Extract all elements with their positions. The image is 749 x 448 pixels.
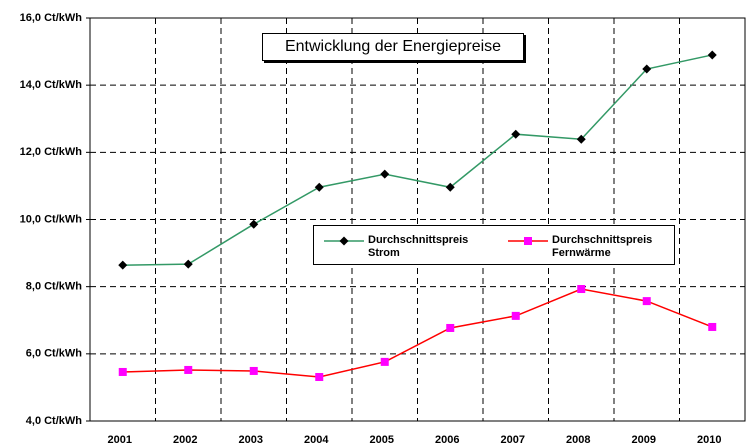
legend-entry: Durchschnittspreis Fernwärme [506,234,672,260]
x-tick-label: 2001 [108,434,132,446]
marker [184,365,193,374]
y-tick-label: 8,0 Ct/kWh [26,281,83,293]
marker [183,259,193,269]
series-line [122,288,713,378]
y-tick-label: 12,0 Ct/kWh [20,146,83,158]
x-tick-label: 2009 [632,434,656,446]
y-tick-label: 16,0 Ct/kWh [20,12,83,24]
y-tick-label: 14,0 Ct/kWh [20,79,83,91]
marker [445,182,455,192]
x-tick-label: 2006 [435,434,459,446]
marker [524,237,532,245]
marker [446,323,455,332]
marker [380,169,390,179]
marker [249,219,259,229]
y-tick-label: 6,0 Ct/kWh [26,348,83,360]
marker [511,129,521,139]
marker [576,134,586,144]
chart-title: Entwicklung der Energiepreise [262,33,524,61]
y-tick-label: 4,0 Ct/kWh [26,415,83,427]
legend-symbol [324,236,364,246]
marker [642,64,652,74]
marker [118,367,127,376]
legend: Durchschnittspreis Strom Durchschnittspre… [313,225,675,265]
marker [708,322,717,331]
marker [707,50,717,60]
marker [577,285,586,294]
legend-label: Durchschnittspreis Strom [368,234,469,259]
legend-label: Durchschnittspreis Fernwärme [552,234,653,259]
x-tick-label: 2008 [566,434,590,446]
legend-symbol [508,237,548,245]
marker [315,373,324,382]
series-line [122,54,713,266]
marker [249,366,258,375]
plot-border [89,17,746,422]
marker [380,357,389,366]
legend-entry: Durchschnittspreis Strom [322,234,488,260]
y-tick-label: 10,0 Ct/kWh [20,213,83,225]
x-tick-label: 2007 [501,434,525,446]
x-tick-label: 2005 [370,434,394,446]
marker [642,297,651,306]
x-tick-label: 2004 [304,434,329,446]
marker [511,311,520,320]
x-tick-label: 2010 [697,434,721,446]
marker [314,182,324,192]
x-tick-label: 2003 [239,434,263,446]
marker [118,260,128,270]
marker [339,236,349,246]
x-tick-label: 2002 [173,434,197,446]
